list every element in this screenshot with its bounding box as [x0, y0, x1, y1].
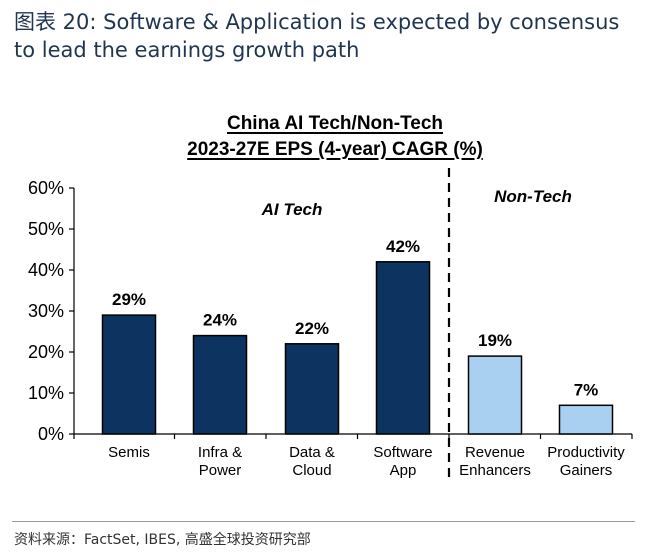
category-label: Revenue	[465, 444, 525, 461]
bar-value-label: 29%	[112, 290, 146, 309]
bar-value-label: 24%	[203, 311, 237, 330]
category-label: Semis	[108, 444, 150, 461]
y-tick-label: 40%	[28, 260, 64, 280]
figure-title-line-1: 图表 20: Software & Application is expecte…	[14, 10, 620, 34]
bar	[284, 343, 340, 435]
bar-value-label: 42%	[386, 237, 420, 256]
bar	[375, 261, 431, 435]
chart-subtitle: 2023-27E EPS (4-year) CAGR (%)	[187, 139, 483, 160]
category-label: App	[390, 462, 417, 479]
category-label: Productivity	[547, 444, 625, 461]
figure-title-line-2: to lead the earnings growth path	[14, 38, 360, 62]
bar	[558, 404, 614, 435]
group-label-non-tech: Non-Tech	[494, 187, 572, 206]
figure-title: 图表 20: Software & Application is expecte…	[14, 8, 644, 64]
category-label: Data &	[289, 444, 335, 461]
bar	[101, 314, 157, 435]
y-tick-label: 10%	[28, 383, 64, 403]
y-tick-label: 30%	[28, 301, 64, 321]
chart-title: China AI Tech/Non-Tech	[226, 113, 444, 134]
y-tick-label: 60%	[28, 178, 64, 198]
bar-value-label: 22%	[295, 319, 329, 338]
bar-chart: 0% 10% 20% 30% 40% 50% 60% 29% Semis 24% Infra &Po…	[28, 168, 633, 479]
source-divider	[12, 521, 635, 522]
bar	[467, 355, 523, 435]
y-tick-label: 50%	[28, 219, 64, 239]
group-label-ai-tech: AI Tech	[261, 200, 323, 219]
bar-value-label: 7%	[574, 380, 599, 399]
category-label: Infra &	[198, 444, 242, 461]
y-tick-label: 20%	[28, 342, 64, 362]
source-note: 资料来源：FactSet, IBES, 高盛全球投资研究部	[14, 532, 311, 548]
category-label: Cloud	[292, 462, 331, 479]
bar	[192, 334, 248, 435]
category-label: Gainers	[560, 462, 613, 479]
category-label: Software	[373, 444, 432, 461]
category-label: Power	[199, 462, 242, 479]
y-tick-label: 0%	[38, 424, 64, 444]
bar-value-label: 19%	[478, 331, 512, 350]
category-label: Enhancers	[459, 462, 531, 479]
